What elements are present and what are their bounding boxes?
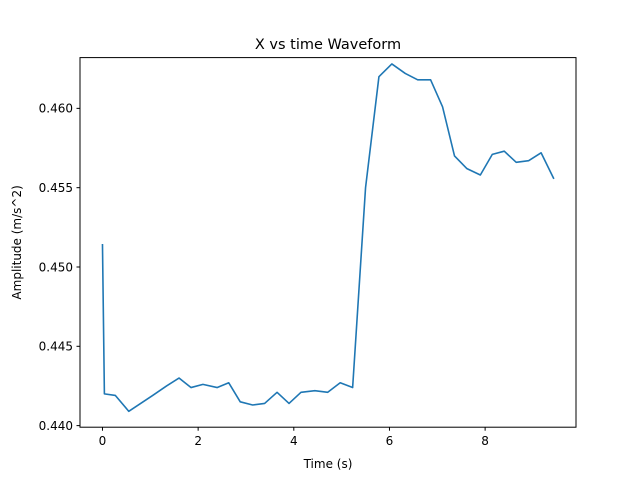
y-tick-label: 0.450: [39, 260, 73, 274]
x-tick-label: 8: [481, 434, 489, 448]
x-tick-label: 0: [99, 434, 107, 448]
y-tick-label: 0.445: [39, 340, 73, 354]
y-tick-label: 0.440: [39, 419, 73, 433]
series-line: [101, 63, 555, 413]
x-axis: 0 2 4 6 8: [99, 427, 489, 448]
x-tick-label: 2: [194, 434, 202, 448]
chart-title: X vs time Waveform: [255, 37, 401, 53]
x-tick-label: 4: [290, 434, 298, 448]
plot-area-frame: [79, 57, 577, 428]
y-tick-label: 0.455: [39, 181, 73, 195]
x-axis-label: Time (s): [303, 457, 353, 471]
x-tick-label: 6: [386, 434, 394, 448]
y-tick-label: 0.460: [39, 102, 73, 116]
y-axis-label: Amplitude (m/s^2): [10, 185, 24, 299]
y-axis: 0.440 0.445 0.450 0.455 0.460: [39, 102, 80, 433]
